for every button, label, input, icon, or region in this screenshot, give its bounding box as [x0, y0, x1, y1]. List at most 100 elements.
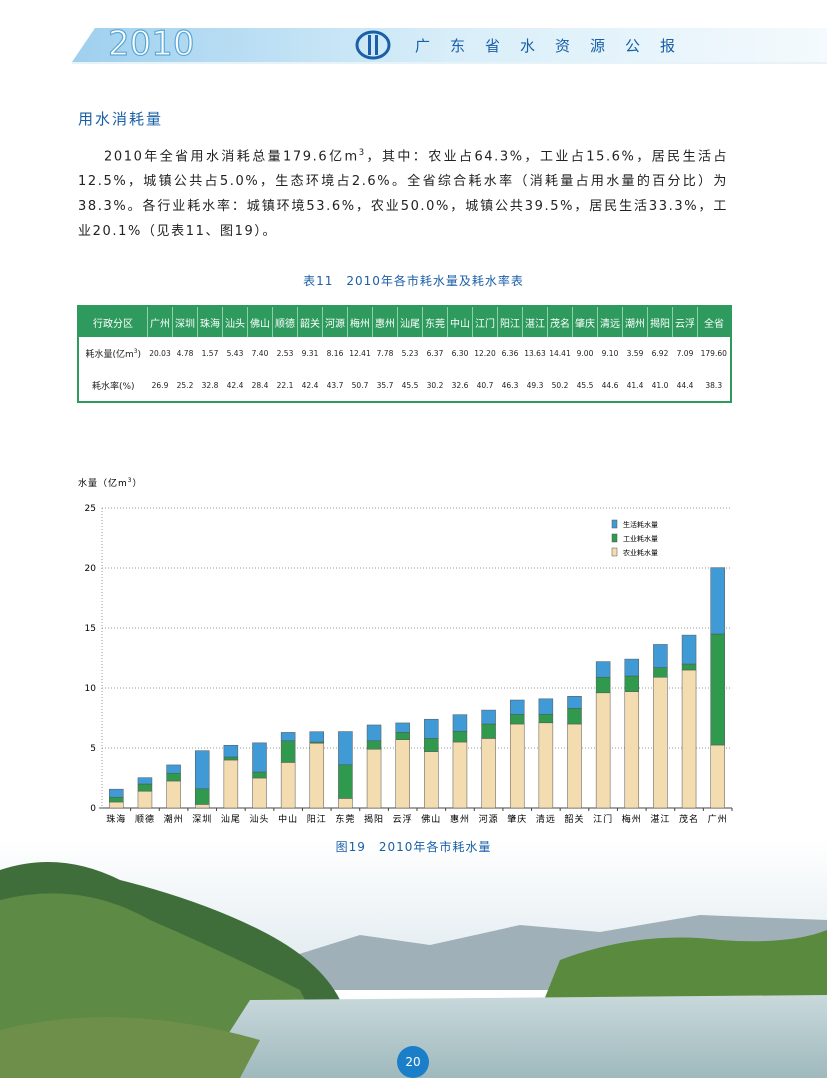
bar-segment: [452, 730, 468, 743]
chart: 0 5 10 15 20 25 珠海 顺德 潮州 深圳 汕尾 汕头 中山 阳江 东莞 揭阳 云浮 佛山 惠州 河源 肇庆…: [85, 504, 733, 825]
bar-segment: [223, 759, 239, 809]
bar-segment: [710, 567, 725, 635]
x-tick-label: 清远: [536, 813, 556, 825]
bar-segment: [194, 750, 210, 790]
x-tick-label: 湛江: [650, 814, 670, 825]
cell: 14.41: [549, 348, 571, 358]
x-tick-label: 佛山: [421, 813, 441, 825]
bar-segment: [424, 718, 439, 739]
bar-segment: [538, 698, 554, 715]
x-tick-label: 惠州: [450, 813, 470, 825]
bar-segment: [509, 714, 525, 725]
bar-segment: [481, 738, 496, 809]
page-number-badge: [397, 1046, 429, 1078]
bar-segment: [109, 796, 124, 803]
cell: 41.0: [651, 380, 669, 390]
x-tick-label: 梅州: [622, 813, 642, 825]
x-tick-label: 汕尾: [221, 814, 241, 825]
bar-segment: [194, 788, 210, 805]
header-cell: 深圳: [172, 306, 198, 337]
cell: 9.31: [301, 348, 319, 358]
cell: 7.09: [676, 348, 694, 358]
section-heading: 用水消耗量: [78, 110, 164, 128]
cell: 8.16: [326, 348, 344, 358]
cell: 28.4: [251, 380, 269, 390]
bar-segment: [280, 732, 296, 742]
cell: 12.20: [474, 348, 496, 358]
superscript: 3: [358, 147, 366, 157]
logo: [355, 30, 391, 60]
bar-segment: [424, 751, 439, 809]
bar-segment: [681, 663, 697, 671]
bar-segment: [681, 669, 697, 809]
cell: 46.3: [501, 380, 519, 390]
figure-caption: 图19 2010年各市耗水量: [335, 840, 492, 854]
header-cell: 韶关: [297, 306, 323, 337]
x-tick-label: 江门: [593, 813, 613, 825]
bar-segment: [481, 723, 496, 739]
cell: 2.53: [276, 348, 294, 358]
bar-segment: [166, 764, 181, 774]
bar-segment: [624, 691, 640, 809]
water: [200, 995, 827, 1078]
x-tick-label: 汕头: [249, 814, 269, 825]
cell: 6.30: [451, 348, 469, 358]
row-label: 耗水量(亿m3): [78, 337, 148, 369]
header-cell: 行政分区: [77, 306, 148, 337]
bar-segment: [366, 748, 382, 809]
cell: 42.4: [301, 380, 319, 390]
cell: 3.59: [626, 348, 644, 358]
cell: 32.8: [201, 380, 219, 390]
header-year: 2010: [108, 24, 195, 64]
cell: 26.9: [151, 380, 169, 390]
x-tick-label: 中山: [278, 813, 298, 825]
bar-segment: [538, 722, 554, 809]
y-axis-label: 水量（亿m3）: [78, 476, 143, 489]
x-tick-label: 深圳: [192, 814, 212, 825]
bar-segment: [395, 739, 410, 809]
table-caption: 表11 2010年各市耗水量及耗水率表: [303, 274, 524, 288]
cell: 6.36: [501, 348, 519, 358]
x-tick-label: 茂名: [679, 813, 699, 825]
cell: 44.4: [676, 380, 694, 390]
header-cell: 汕尾: [397, 306, 423, 337]
bar-segment: [137, 783, 153, 792]
header-row: 行政分区 广州 深圳 珠海 汕头 佛山 顺德 韶关 河源 梅州 惠州 汕尾 东莞 中山 江门 阳江 湛江 茂名 肇庆…: [77, 306, 731, 337]
bar-segment: [538, 714, 554, 724]
superscript: 3: [133, 348, 138, 355]
bar-segment: [280, 762, 296, 809]
cell: 41.4: [626, 380, 644, 390]
table-row: 耗水率(%) 26.9 25.2 32.8 42.4 28.4 22.1 42.4 43.7 50…: [78, 369, 731, 402]
cell: 6.37: [426, 348, 444, 358]
text: 2010年全省用水消耗总量179.6亿m: [104, 149, 359, 165]
cell: 42.4: [226, 380, 244, 390]
x-tick-label: 肇庆: [507, 813, 527, 825]
bar-segment: [223, 756, 239, 761]
header-cell: 揭阳: [647, 306, 673, 337]
bar-segment: [710, 744, 725, 809]
cell: 4.78: [176, 348, 194, 358]
y-tick-label: 10: [85, 684, 97, 694]
x-tick-label: 潮州: [164, 813, 184, 825]
header-cell: 佛山: [247, 306, 273, 337]
header-cell: 珠海: [197, 306, 223, 337]
bar-segment: [653, 644, 668, 668]
superscript: 3: [127, 478, 133, 484]
legend-label: 生活耗水量: [623, 520, 658, 529]
cell: 5.23: [401, 348, 419, 358]
header-cell: 顺德: [272, 306, 298, 337]
cell: 50.7: [351, 380, 369, 390]
cell: 20.03: [149, 348, 171, 358]
text: ): [137, 349, 141, 360]
x-tick-label: 阳江: [307, 814, 327, 825]
y-tick-label: 15: [85, 624, 96, 634]
cell: 6.92: [651, 348, 669, 358]
bar-segment: [395, 732, 410, 740]
header-cell: 东莞: [422, 306, 448, 337]
header-cell: 肇庆: [572, 306, 598, 337]
bar-segment: [653, 676, 668, 809]
text: 水量（亿m: [78, 479, 128, 489]
bar-segment: [223, 744, 239, 758]
bar-segment: [137, 790, 153, 809]
cell: 40.7: [476, 380, 494, 390]
